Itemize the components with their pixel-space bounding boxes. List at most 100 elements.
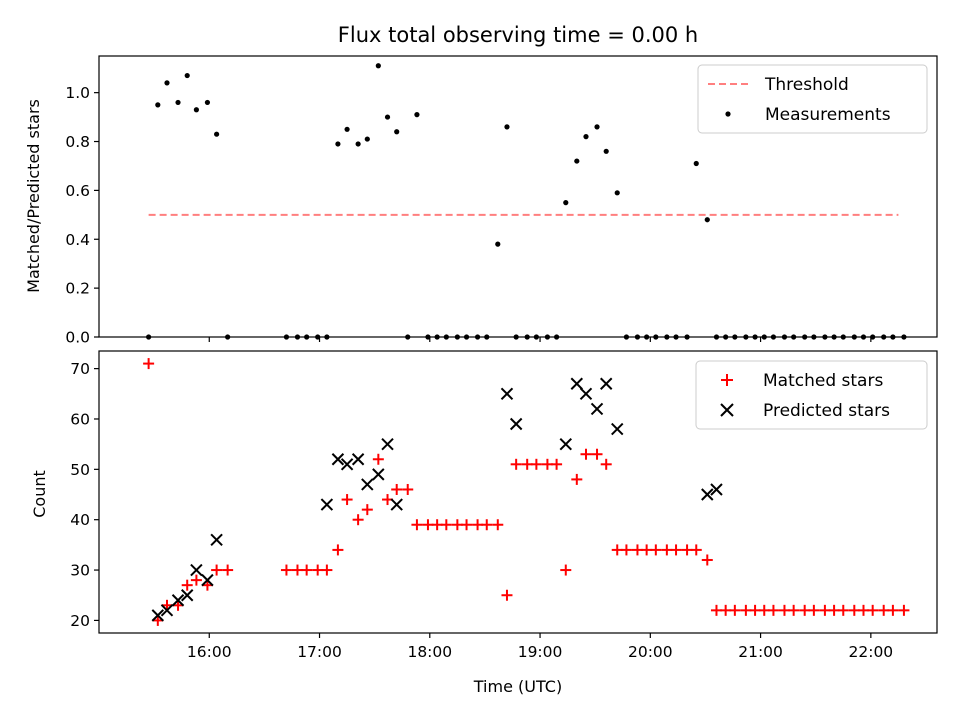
matched-star-point bbox=[878, 604, 890, 616]
predicted-star-point bbox=[351, 453, 365, 466]
matched-star-point bbox=[510, 458, 522, 470]
measurement-point bbox=[495, 241, 501, 247]
legend-predicted-swatch bbox=[720, 403, 734, 417]
y-tick-label: 0.8 bbox=[65, 133, 90, 151]
matched-star-point bbox=[819, 604, 831, 616]
top-panel: 0.0 0.2 0.4 0.6 0.8 1.0 Matched/Predicted sta… bbox=[24, 55, 938, 347]
measurement-point bbox=[155, 102, 161, 108]
matched-star-point bbox=[391, 483, 403, 495]
y-tick-label: 0.2 bbox=[65, 280, 90, 298]
bottom-y-ticks: 20 30 40 50 60 70 bbox=[70, 360, 99, 630]
matched-star-point bbox=[461, 519, 473, 531]
matched-star-point bbox=[600, 458, 612, 470]
matched-star-point bbox=[808, 604, 820, 616]
matched-star-point bbox=[332, 544, 344, 556]
top-x-ticks bbox=[208, 337, 872, 342]
matched-star-point bbox=[788, 604, 800, 616]
bottom-legend-box bbox=[695, 360, 928, 430]
matched-star-point bbox=[521, 458, 533, 470]
predicted-star-point bbox=[190, 563, 203, 577]
bottom-axes-frame bbox=[98, 350, 938, 634]
measurement-point bbox=[563, 200, 569, 206]
predicted-star-point bbox=[320, 498, 334, 511]
predicted-star-point bbox=[361, 478, 374, 491]
predicted-star-point bbox=[181, 589, 194, 602]
matched-star-point bbox=[431, 519, 443, 531]
matched-star-point bbox=[620, 544, 632, 556]
measurement-point bbox=[193, 107, 199, 113]
top-axes-frame bbox=[98, 55, 938, 338]
matched-star-point bbox=[661, 544, 673, 556]
matched-star-point bbox=[372, 453, 384, 465]
y-tick-label: 60 bbox=[70, 410, 90, 428]
matched-star-point bbox=[530, 458, 542, 470]
measurement-point bbox=[204, 99, 211, 106]
bottom-x-ticks: 16:00 17:00 18:00 19:00 20:00 21:00 22:00 bbox=[187, 633, 893, 661]
predicted-star-point bbox=[710, 483, 723, 496]
matched-star-point bbox=[767, 604, 779, 616]
y-tick-label: 30 bbox=[70, 562, 90, 580]
measurement-point bbox=[693, 160, 699, 167]
predicted-star-point bbox=[500, 387, 514, 401]
measurement-point bbox=[384, 114, 391, 120]
y-tick-label: 40 bbox=[70, 511, 90, 529]
predicted-star-point bbox=[559, 437, 572, 451]
y-tick-label: 0.4 bbox=[65, 231, 90, 249]
matched-star-point bbox=[611, 544, 623, 556]
measurement-point bbox=[175, 99, 181, 106]
y-tick-label: 0.0 bbox=[65, 329, 90, 347]
matched-star-point bbox=[828, 604, 840, 616]
matched-star-point bbox=[280, 564, 292, 576]
measurement-point bbox=[364, 136, 370, 142]
matched-star-point bbox=[571, 473, 583, 485]
matched-star-point bbox=[440, 519, 452, 531]
y-tick-label: 70 bbox=[70, 360, 90, 378]
predicted-star-point bbox=[171, 594, 185, 607]
predicted-star-point bbox=[600, 377, 613, 390]
matched-star-point bbox=[837, 604, 849, 616]
matched-star-point bbox=[749, 604, 761, 616]
predicted-star-point bbox=[160, 604, 174, 617]
matched-star-point bbox=[352, 514, 364, 526]
matched-star-point bbox=[321, 564, 333, 576]
chart-title: Flux total observing time = 0.00 h bbox=[338, 23, 698, 47]
legend-predicted-label: Predicted stars bbox=[763, 401, 890, 421]
matched-star-point bbox=[670, 544, 682, 556]
matched-star-point bbox=[898, 604, 910, 616]
bottom-y-axis-label: Count bbox=[30, 470, 49, 518]
legend-measurements-swatch bbox=[725, 111, 731, 117]
matched-star-point bbox=[143, 358, 155, 370]
matched-star-point bbox=[631, 544, 643, 556]
legend-measurements-label: Measurements bbox=[765, 105, 891, 125]
matched-star-point bbox=[411, 519, 423, 531]
top-y-ticks: 0.0 0.2 0.4 0.6 0.8 1.0 bbox=[65, 84, 99, 347]
x-tick-label: 19:00 bbox=[518, 643, 563, 661]
matched-star-point bbox=[710, 604, 722, 616]
matched-star-point bbox=[472, 519, 484, 531]
x-tick-label: 17:00 bbox=[297, 643, 342, 661]
matched-star-point bbox=[492, 519, 504, 531]
matched-star-point bbox=[690, 544, 702, 556]
matched-star-point bbox=[451, 519, 463, 531]
matched-star-point bbox=[857, 604, 869, 616]
measurement-point bbox=[583, 134, 589, 140]
measurement-point bbox=[504, 124, 510, 130]
matched-star-point bbox=[211, 564, 223, 576]
matched-star-point bbox=[341, 494, 353, 506]
bottom-plot-marks bbox=[143, 358, 910, 626]
y-tick-label: 20 bbox=[70, 612, 90, 630]
matched-star-point bbox=[190, 574, 202, 586]
measurement-point bbox=[394, 129, 400, 135]
matched-star-point bbox=[758, 604, 770, 616]
matched-star-point bbox=[848, 604, 860, 616]
matched-star-point bbox=[701, 554, 713, 566]
predicted-star-point bbox=[579, 387, 593, 401]
predicted-star-point bbox=[340, 458, 354, 471]
matched-star-point bbox=[641, 544, 653, 556]
measurement-point bbox=[184, 72, 190, 79]
matched-star-point bbox=[740, 604, 752, 616]
predicted-star-point bbox=[201, 573, 214, 587]
predicted-star-point bbox=[570, 377, 584, 390]
x-tick-label: 18:00 bbox=[407, 643, 452, 661]
matched-star-point bbox=[481, 519, 493, 531]
